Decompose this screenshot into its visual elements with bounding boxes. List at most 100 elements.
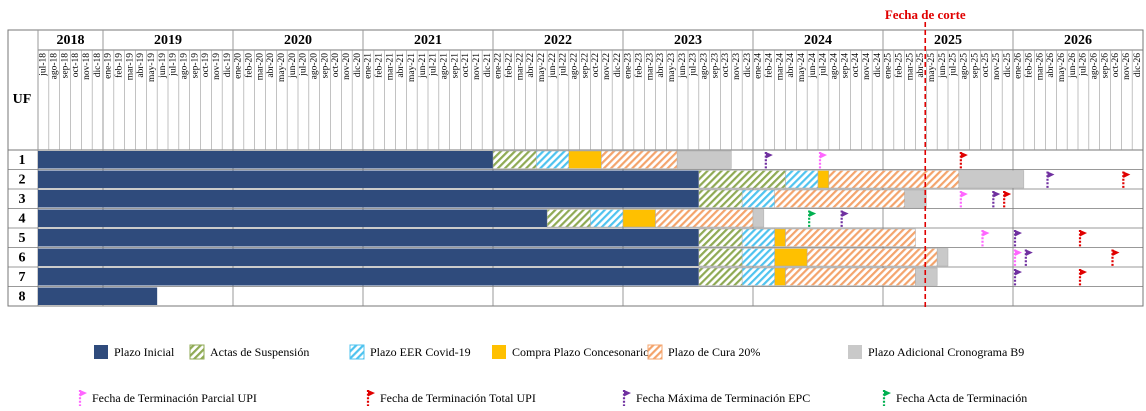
- month-label: sep-26: [1100, 53, 1110, 79]
- legend-label: Fecha de Terminación Parcial UPI: [92, 391, 257, 405]
- month-label: dic-25: [1003, 53, 1013, 78]
- month-label: sep-19: [190, 53, 200, 79]
- row-label: 1: [19, 153, 26, 168]
- bar-segment: [806, 248, 938, 267]
- month-label: dic-26: [1133, 53, 1143, 78]
- month-label: dic-20: [353, 53, 363, 78]
- month-label: feb-26: [1023, 53, 1034, 78]
- month-label: mar-21: [385, 53, 395, 80]
- month-label: dic-18: [93, 53, 103, 78]
- month-label: sep-24: [840, 53, 850, 79]
- month-label: jul-25: [949, 53, 959, 77]
- bar-segment: [828, 170, 960, 189]
- month-label: jul-24: [819, 53, 829, 77]
- month-label: ago-19: [179, 53, 189, 80]
- month-label: jul-22: [559, 53, 569, 77]
- flag: [764, 152, 773, 169]
- legend-label: Plazo de Cura 20%: [668, 345, 760, 359]
- month-label: dic-23: [743, 53, 753, 78]
- flag: [1046, 171, 1055, 188]
- flag: [959, 191, 968, 208]
- month-label: jul-21: [429, 53, 439, 77]
- month-label: may-24: [797, 53, 807, 82]
- month-label: oct-24: [851, 53, 861, 78]
- bar-segment: [785, 228, 916, 247]
- bar-segment: [38, 209, 548, 227]
- bar-segment: [590, 209, 624, 228]
- flag-pennant: [1112, 249, 1120, 256]
- row-label: 6: [19, 250, 26, 265]
- month-label: abr-25: [916, 53, 926, 78]
- bar-segment: [785, 267, 916, 286]
- month-label: may-23: [667, 53, 677, 82]
- month-label: jul-18: [39, 53, 49, 77]
- bar-segment: [676, 150, 732, 169]
- month-label: ene-20: [234, 53, 244, 79]
- month-label: oct-25: [981, 53, 991, 78]
- legend-label: Plazo Inicial: [114, 345, 175, 359]
- bar-segment: [38, 268, 699, 286]
- bar-segment: [958, 170, 1025, 189]
- bar-segment: [38, 229, 699, 247]
- flag-pennant: [960, 191, 968, 198]
- bar-segment: [38, 151, 493, 169]
- month-label: feb-24: [763, 53, 774, 78]
- flag-pennant: [841, 210, 849, 217]
- bar-segment: [774, 228, 786, 247]
- flag-pennant: [1015, 230, 1022, 237]
- row-label: 2: [19, 172, 26, 187]
- month-label: oct-21: [461, 53, 471, 78]
- bar-segment: [698, 189, 743, 208]
- year-label: 2024: [804, 33, 832, 48]
- month-label: mar-19: [125, 53, 135, 80]
- month-label: jul-23: [689, 53, 699, 77]
- year-label: 2018: [57, 33, 85, 48]
- month-label: sep-22: [580, 53, 590, 79]
- month-label: abr-21: [396, 53, 406, 78]
- flag-pennant: [368, 390, 375, 397]
- flag: [1122, 171, 1131, 188]
- month-label: mar-24: [775, 53, 785, 80]
- bar-segment: [752, 209, 765, 228]
- month-label: may-26: [1057, 53, 1067, 82]
- flag: [1013, 230, 1022, 247]
- legend-swatch: [848, 345, 862, 359]
- flag: [1003, 191, 1012, 208]
- month-label: nov-25: [992, 53, 1002, 80]
- flag-pennant: [809, 210, 817, 217]
- month-label: sep-25: [970, 53, 980, 79]
- flag-pennant: [765, 152, 773, 159]
- flag-pennant: [1025, 249, 1033, 256]
- bar-segment: [936, 248, 949, 267]
- flag-pennant: [1080, 269, 1087, 276]
- legend-flag: [366, 390, 375, 406]
- month-label: abr-20: [266, 53, 276, 78]
- bar-segment: [38, 190, 699, 208]
- month-label: may-21: [407, 53, 417, 82]
- flag: [1024, 249, 1033, 266]
- bar-segment: [38, 287, 158, 305]
- month-label: nov-23: [732, 53, 742, 80]
- row-label: 5: [19, 231, 26, 246]
- month-label: sep-23: [710, 53, 720, 79]
- bar-segment: [622, 209, 656, 228]
- bar-segment: [655, 209, 754, 228]
- month-label: jun-22: [548, 53, 558, 79]
- month-label: may-22: [537, 53, 547, 82]
- month-label: dic-21: [483, 53, 493, 78]
- month-label: ene-26: [1014, 53, 1024, 79]
- row-label: 7: [19, 270, 26, 285]
- bar-segment: [601, 150, 678, 169]
- flag-pennant: [1004, 191, 1012, 198]
- month-label: dic-22: [613, 53, 623, 78]
- month-label: nov-21: [472, 53, 482, 80]
- legend-flag: [78, 390, 87, 406]
- month-label: nov-19: [212, 53, 222, 80]
- flag-pennant: [1047, 171, 1055, 178]
- row-label: 8: [19, 289, 26, 304]
- month-label: ene-22: [494, 53, 504, 79]
- month-label: nov-18: [82, 53, 92, 80]
- flag: [959, 152, 968, 169]
- year-label: 2022: [544, 33, 572, 48]
- month-label: oct-20: [331, 53, 341, 78]
